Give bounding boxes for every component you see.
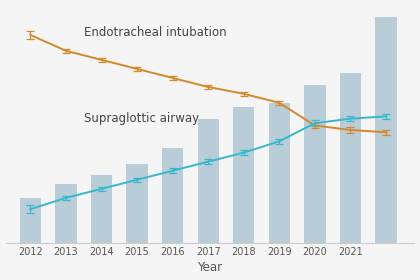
Bar [91,175,112,243]
Bar [269,103,290,243]
Text: Endotracheal intubation: Endotracheal intubation [84,27,226,39]
Bar [375,17,396,243]
Bar [55,184,77,243]
Bar [233,107,255,243]
X-axis label: Year: Year [197,262,223,274]
Bar [20,198,41,243]
Bar [340,73,361,243]
Bar [162,148,184,243]
Bar [197,119,219,243]
Bar [304,85,326,243]
Bar [126,164,148,243]
Text: Supraglottic airway: Supraglottic airway [84,113,199,125]
